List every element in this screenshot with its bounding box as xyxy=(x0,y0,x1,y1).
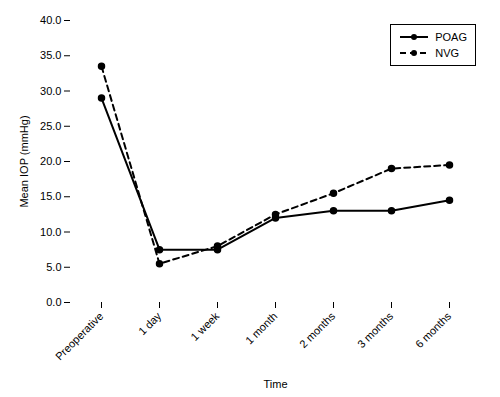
svg-text:Time: Time xyxy=(263,378,287,390)
svg-text:2 months: 2 months xyxy=(297,309,338,350)
html-text:NVG: NVG xyxy=(435,47,459,59)
svg-text:10.0: 10.0 xyxy=(40,226,61,238)
svg-text:30.0: 30.0 xyxy=(40,85,61,97)
svg-text:1 month: 1 month xyxy=(243,310,280,347)
svg-text:25.0: 25.0 xyxy=(40,120,61,132)
svg-text:3 months: 3 months xyxy=(355,309,396,350)
svg-text:6 months: 6 months xyxy=(413,309,454,350)
svg-text:1 day: 1 day xyxy=(136,309,164,337)
svg-text:0.0: 0.0 xyxy=(46,296,61,308)
svg-text:Mean IOP (mmHg): Mean IOP (mmHg) xyxy=(18,115,30,207)
svg-text:15.0: 15.0 xyxy=(40,190,61,202)
svg-text:5.0: 5.0 xyxy=(46,261,61,273)
svg-text:40.0: 40.0 xyxy=(40,14,61,26)
svg-text:20.0: 20.0 xyxy=(40,155,61,167)
svg-text:1 week: 1 week xyxy=(188,309,221,342)
svg-text:35.0: 35.0 xyxy=(40,49,61,61)
svg-text:Preoperative: Preoperative xyxy=(53,310,106,363)
html-text:POAG: POAG xyxy=(435,31,467,43)
